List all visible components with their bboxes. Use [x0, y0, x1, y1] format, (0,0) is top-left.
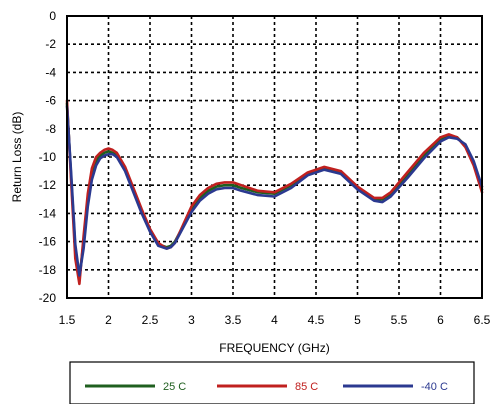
y-tick-label: -6 [45, 94, 56, 108]
x-tick-label: 2 [105, 313, 112, 327]
y-tick-label: -4 [45, 65, 56, 79]
y-tick-label: -12 [39, 178, 57, 192]
legend-label: -40 C [421, 381, 448, 393]
legend-label: 85 C [295, 381, 318, 393]
y-tick-label: -20 [39, 291, 57, 305]
y-tick-label: -14 [39, 206, 57, 220]
x-tick-label: 4.5 [308, 313, 325, 327]
y-axis-label: Return Loss (dB) [10, 112, 24, 203]
series-group [65, 99, 484, 286]
y-tick-label: 0 [49, 9, 56, 23]
x-tick-label: 5 [354, 313, 361, 327]
legend-label: 25 C [163, 381, 186, 393]
series-line-1 [65, 99, 484, 286]
y-tick-label: -2 [45, 37, 56, 51]
y-tick-label: -16 [39, 235, 57, 249]
x-tick-label: 4 [271, 313, 278, 327]
legend: 25 C 85 C -40 C [69, 361, 475, 404]
x-tick-label: 3.5 [225, 313, 242, 327]
x-tick-label: 5.5 [391, 313, 408, 327]
grid-lines [67, 16, 482, 298]
y-tick-label: -10 [39, 150, 57, 164]
x-tick-label: 2.5 [142, 313, 159, 327]
y-tick-label: -18 [39, 263, 57, 277]
x-tick-label: 6 [437, 313, 444, 327]
series-line-2 [65, 104, 484, 277]
legend-box [69, 361, 475, 404]
x-axis-label: FREQUENCY (GHz) [219, 341, 329, 355]
x-tick-label: 3 [188, 313, 195, 327]
plot-frame [66, 15, 483, 299]
x-tick-labels: 1.5 2 2.5 3 3.5 4 4.5 5 5.5 6 6.5 [59, 313, 491, 327]
y-tick-labels: 0 -2 -4 -6 -8 -10 -12 -14 -16 -18 -20 [39, 9, 57, 305]
x-tick-label: 6.5 [474, 313, 491, 327]
y-tick-label: -8 [45, 122, 56, 136]
x-tick-label: 1.5 [59, 313, 76, 327]
